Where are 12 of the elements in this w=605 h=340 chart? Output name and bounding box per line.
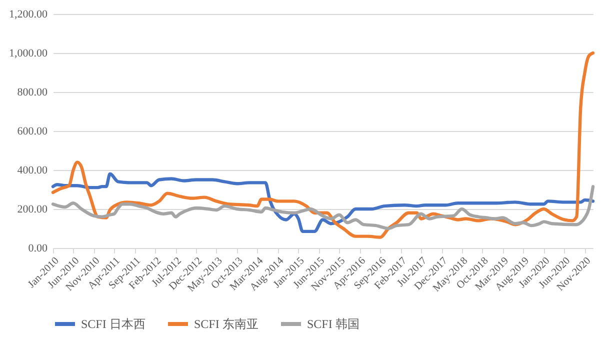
legend-label: SCFI 韩国 <box>307 317 360 331</box>
y-tick-label: 400.00 <box>17 164 48 176</box>
y-tick-label: 1,000.00 <box>9 48 48 60</box>
y-tick-label: 600.00 <box>17 126 48 138</box>
y-tick-label: 1,200.00 <box>9 8 48 20</box>
y-tick-label: 800.00 <box>17 86 48 98</box>
line-series <box>51 184 595 230</box>
legend-label: SCFI 东南亚 <box>194 317 258 331</box>
legend-label: SCFI 日本西 <box>81 317 146 331</box>
line-series <box>51 172 595 234</box>
y-tick-label: 200.00 <box>17 204 48 216</box>
y-tick-label: 0.00 <box>28 242 48 254</box>
